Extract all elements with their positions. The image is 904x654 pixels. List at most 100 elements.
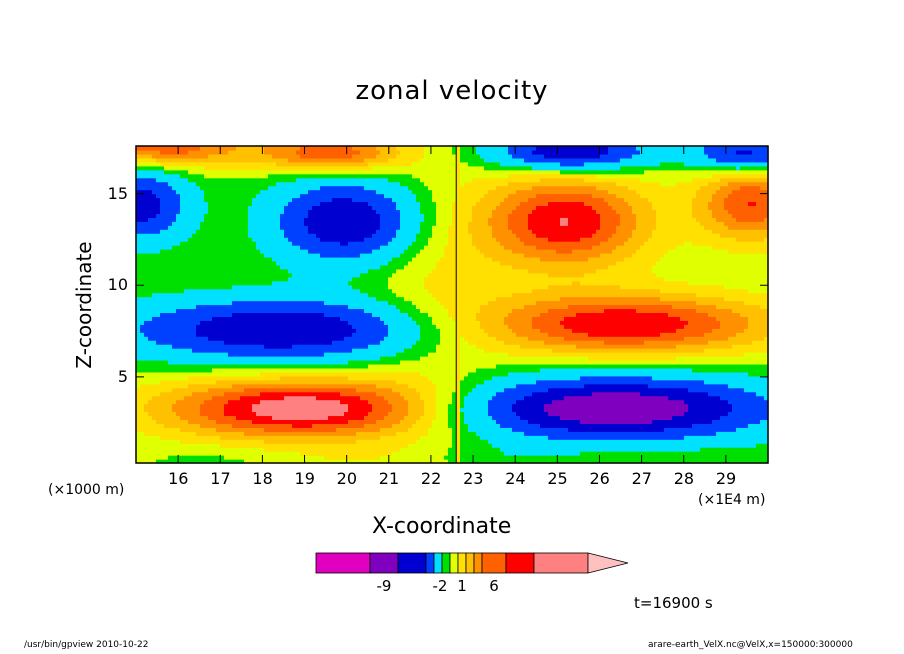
heatmap-cell: [204, 356, 209, 361]
heatmap-cell: [160, 455, 165, 460]
heatmap-cell: [332, 344, 337, 349]
heatmap-cell: [340, 352, 345, 357]
heatmap-cell: [260, 194, 265, 199]
heatmap-cell: [332, 249, 337, 254]
heatmap-cell: [228, 205, 233, 210]
heatmap-cell: [216, 225, 221, 230]
heatmap-cell: [376, 352, 381, 357]
heatmap-cell: [212, 392, 217, 397]
heatmap-cell: [308, 281, 313, 286]
heatmap-cell: [316, 245, 321, 250]
heatmap-cell: [180, 261, 185, 266]
heatmap-cell: [268, 364, 273, 369]
heatmap-cell: [208, 201, 213, 206]
heatmap-cell: [380, 352, 385, 357]
heatmap-cell: [320, 423, 325, 428]
heatmap-cell: [192, 451, 197, 456]
heatmap-cell: [196, 158, 201, 163]
heatmap-cell: [364, 162, 369, 167]
heatmap-cell: [220, 229, 225, 234]
heatmap-cell: [148, 209, 153, 214]
heatmap-cell: [268, 281, 273, 286]
heatmap-cell: [248, 368, 253, 373]
heatmap-cell: [376, 404, 381, 409]
heatmap-cell: [156, 217, 161, 222]
heatmap-cell: [304, 348, 309, 353]
heatmap-cell: [144, 396, 149, 401]
heatmap-cell: [352, 209, 357, 214]
heatmap-cell: [300, 289, 305, 294]
heatmap-cell: [280, 170, 285, 175]
heatmap-cell: [364, 166, 369, 171]
heatmap-cell: [336, 431, 341, 436]
heatmap-cell: [352, 205, 357, 210]
heatmap-cell: [284, 237, 289, 242]
heatmap-cell: [324, 451, 329, 456]
heatmap-cell: [288, 392, 293, 397]
heatmap-cell: [172, 396, 177, 401]
heatmap-cell: [312, 249, 317, 254]
heatmap-cell: [328, 400, 333, 405]
heatmap-cell: [312, 273, 317, 278]
heatmap-cell: [240, 301, 245, 306]
heatmap-cell: [336, 356, 341, 361]
heatmap-cell: [276, 241, 281, 246]
heatmap-cell: [308, 178, 313, 183]
heatmap-cell: [352, 408, 357, 413]
heatmap-cell: [160, 269, 165, 274]
heatmap-cell: [224, 178, 229, 183]
heatmap-cell: [260, 237, 265, 242]
heatmap-cell: [324, 392, 329, 397]
heatmap-cell: [152, 158, 157, 163]
heatmap-cell: [204, 249, 209, 254]
heatmap-cell: [284, 158, 289, 163]
heatmap-cell: [292, 170, 297, 175]
heatmap-cell: [348, 435, 353, 440]
heatmap-cell: [152, 348, 157, 353]
heatmap-cell: [348, 285, 353, 290]
heatmap-cell: [320, 336, 325, 341]
heatmap-cell: [296, 360, 301, 365]
heatmap-cell: [308, 174, 313, 179]
heatmap-cell: [332, 431, 337, 436]
heatmap-cell: [304, 336, 309, 341]
heatmap-cell: [196, 205, 201, 210]
heatmap-cell: [184, 217, 189, 222]
heatmap-cell: [196, 344, 201, 349]
heatmap-cell: [312, 328, 317, 333]
heatmap-cell: [288, 427, 293, 432]
heatmap-cell: [384, 384, 389, 389]
heatmap-cell: [316, 182, 321, 187]
heatmap-cell: [260, 154, 265, 159]
heatmap-cell: [316, 229, 321, 234]
heatmap-cell: [348, 324, 353, 329]
heatmap-cell: [140, 312, 145, 317]
heatmap-cell: [352, 241, 357, 246]
heatmap-cell: [148, 360, 153, 365]
heatmap-cell: [264, 431, 269, 436]
heatmap-cell: [316, 277, 321, 282]
heatmap-cell: [276, 408, 281, 413]
heatmap-cell: [224, 348, 229, 353]
heatmap-cell: [296, 265, 301, 270]
heatmap-cell: [324, 301, 329, 306]
heatmap-cell: [156, 293, 161, 298]
heatmap-cell: [168, 190, 173, 195]
heatmap-cell: [304, 174, 309, 179]
heatmap-cell: [368, 431, 373, 436]
heatmap-cell: [360, 166, 365, 171]
heatmap-cell: [356, 190, 361, 195]
heatmap-cell: [204, 301, 209, 306]
heatmap-cell: [220, 388, 225, 393]
heatmap-cell: [260, 415, 265, 420]
heatmap-cell: [200, 261, 205, 266]
heatmap-cell: [272, 217, 277, 222]
heatmap-cell: [364, 368, 369, 373]
heatmap-cell: [240, 273, 245, 278]
heatmap-cell: [288, 237, 293, 242]
heatmap-cell: [312, 455, 317, 460]
heatmap-cell: [204, 194, 209, 199]
heatmap-cell: [344, 241, 349, 246]
heatmap-cell: [340, 217, 345, 222]
heatmap-cell: [196, 392, 201, 397]
